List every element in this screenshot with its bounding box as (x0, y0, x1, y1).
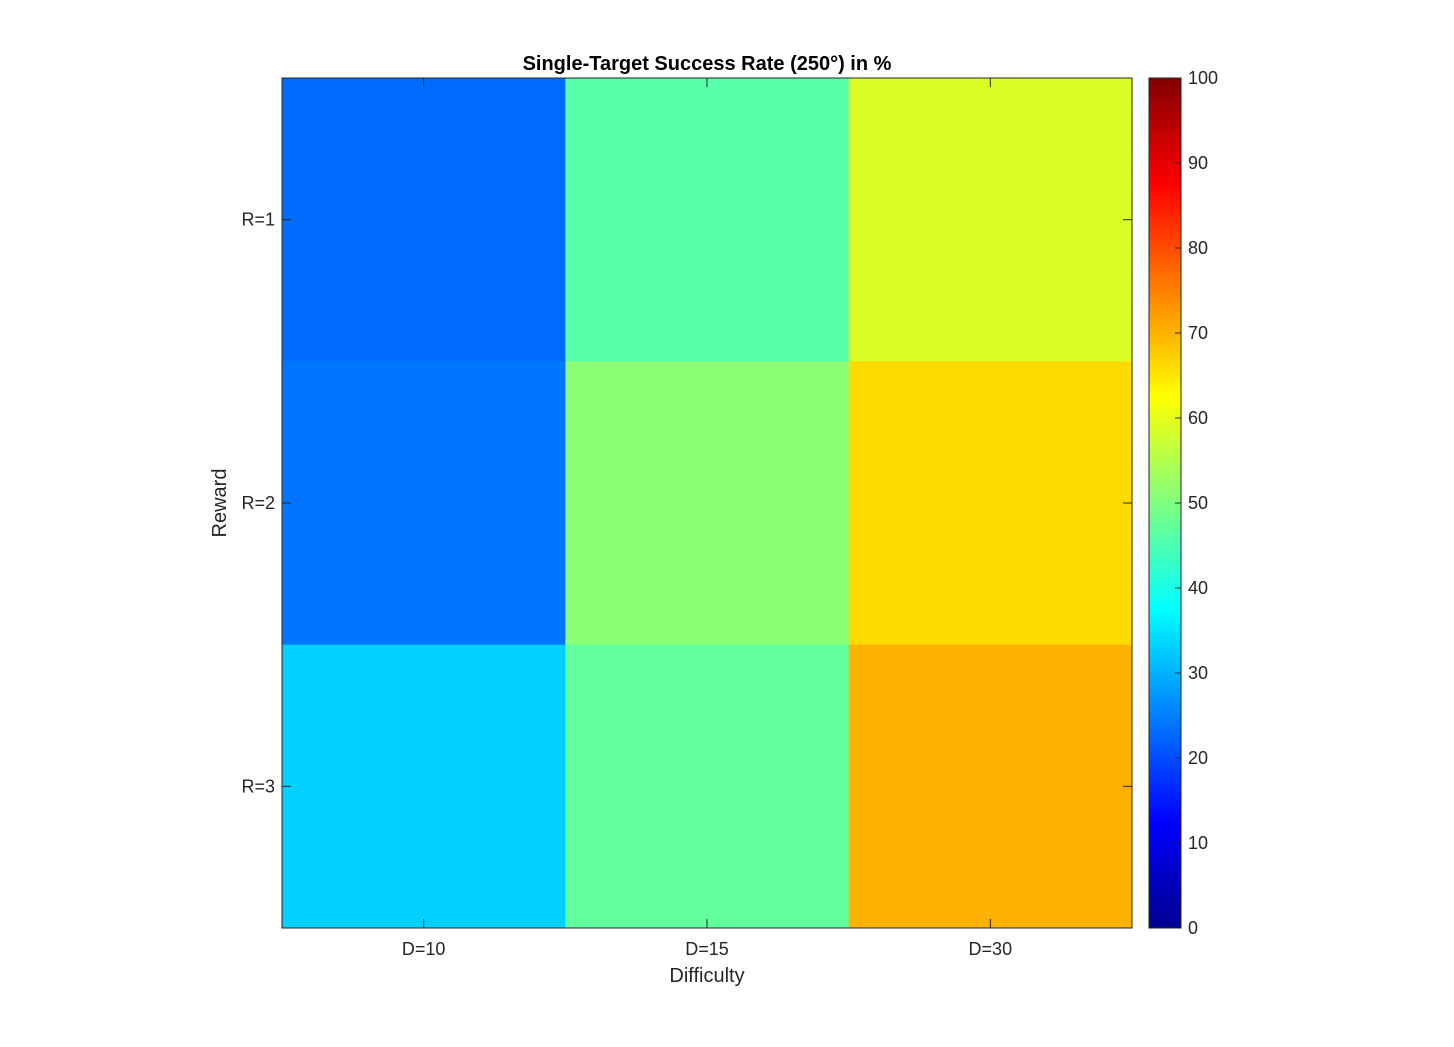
x-tick-label: D=15 (685, 939, 729, 959)
colorbar-tick-label: 60 (1188, 408, 1208, 428)
heatmap-cell (848, 644, 1133, 929)
heatmap-cell (848, 361, 1133, 646)
heatmap-cell (848, 78, 1133, 362)
colorbar-tick-label: 0 (1188, 918, 1198, 938)
heatmap-cell (565, 78, 850, 362)
colorbar-tick-label: 80 (1188, 238, 1208, 258)
heatmap-cells (282, 78, 1133, 929)
heatmap-cell (565, 361, 850, 646)
heatmap-cell (282, 644, 566, 929)
heatmap-cell (282, 361, 566, 646)
plot-frame (281, 77, 1133, 929)
chart-title: Single-Target Success Rate (250°) in % (523, 53, 892, 75)
heatmap-cell (282, 78, 566, 362)
colorbar-tick-label: 20 (1188, 748, 1208, 768)
colorbar-tick-label: 100 (1188, 68, 1218, 88)
y-axis-label: Reward (209, 469, 231, 538)
heatmap-cell (565, 644, 850, 929)
colorbar-tick-label: 10 (1188, 833, 1208, 853)
y-tick-label: R=2 (241, 493, 275, 513)
x-tick-labels: D=10 D=15 D=30 (402, 78, 1012, 959)
x-tick-label: D=10 (402, 939, 446, 959)
y-tick-labels: R=1 R=2 R=3 (241, 210, 1132, 796)
colorbar-tick-label: 70 (1188, 323, 1208, 343)
y-tick-label: R=3 (241, 776, 275, 796)
y-tick-label: R=1 (241, 210, 275, 230)
x-tick-label: D=30 (969, 939, 1013, 959)
colorbar-tick-label: 30 (1188, 663, 1208, 683)
x-axis-label: Difficulty (669, 965, 744, 987)
colorbar-ticks: 0 10 20 30 40 50 60 70 80 90 100 (1175, 68, 1218, 938)
colorbar-tick-label: 90 (1188, 153, 1208, 173)
colorbar-tick-label: 40 (1188, 578, 1208, 598)
colorbar-tick-label: 50 (1188, 493, 1208, 513)
